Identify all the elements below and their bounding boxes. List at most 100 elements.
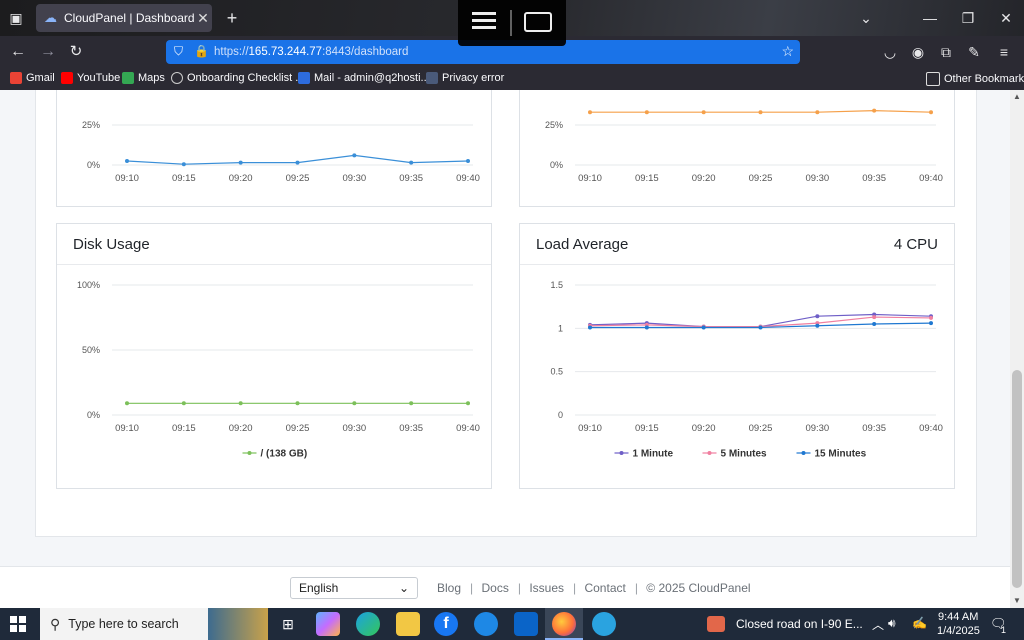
footer-link-issues[interactable]: Issues: [529, 581, 564, 595]
scrollbar-thumb[interactable]: [1012, 370, 1022, 588]
bookmark-label: Mail - admin@q2hosti...: [314, 72, 430, 84]
y-tick-label: 25%: [82, 120, 100, 130]
page-scrollbar[interactable]: ▲ ▼: [1010, 90, 1024, 608]
folder-icon: [926, 72, 940, 86]
scroll-down-icon[interactable]: ▼: [1013, 596, 1021, 605]
new-tab-icon[interactable]: +: [226, 8, 238, 28]
data-point: [125, 401, 129, 406]
legend-marker: [247, 451, 252, 455]
close-tab-icon[interactable]: ✕: [197, 9, 209, 26]
x-tick-label: 09:20: [229, 173, 253, 184]
sync-app-icon[interactable]: [474, 612, 498, 636]
data-point: [295, 401, 300, 406]
forward-icon[interactable]: →: [40, 43, 56, 60]
globe-icon: [171, 72, 183, 84]
pen-icon[interactable]: ✍: [912, 616, 927, 630]
extension-icon[interactable]: ✎: [968, 44, 980, 60]
disk-usage-title: Disk Usage: [73, 235, 150, 253]
x-tick-label: 09:40: [456, 423, 480, 434]
data-point: [815, 314, 820, 319]
facebook-icon[interactable]: f: [434, 612, 458, 636]
file-explorer-icon[interactable]: [396, 612, 420, 636]
bookmark-youtube[interactable]: YouTube: [61, 72, 120, 84]
clock-date[interactable]: 1/4/2025: [937, 625, 980, 637]
chevron-down-icon: ⌄: [398, 581, 409, 595]
bookmark-label: Onboarding Checklist ...: [187, 72, 305, 84]
window-close-icon[interactable]: ✕: [1000, 10, 1012, 26]
footer-link-docs[interactable]: Docs: [481, 581, 509, 595]
news-ticker[interactable]: Closed road on I-90 E...: [736, 617, 863, 631]
data-point: [181, 401, 186, 406]
maps-icon: [122, 72, 134, 84]
clock-time[interactable]: 9:44 AM: [938, 611, 979, 623]
gmail-icon: [10, 72, 22, 84]
page-footer: English ⌄ Blog | Docs | Issues | Contact | ©…: [0, 566, 1010, 608]
legend-label: / (138 GB): [261, 449, 308, 460]
x-tick-label: 09:20: [692, 423, 716, 434]
restore-icon[interactable]: ❐: [961, 10, 975, 26]
search-placeholder: Type here to search: [68, 617, 179, 631]
legend-label: 1 Minute: [633, 449, 674, 460]
data-point: [588, 110, 592, 115]
minimize-icon[interactable]: —: [923, 10, 937, 26]
x-tick-label: 09:10: [115, 423, 139, 434]
x-tick-label: 09:35: [862, 423, 886, 434]
bookmark-maps[interactable]: Maps: [122, 72, 165, 84]
url-path: :8443/dashboard: [322, 46, 409, 58]
bookmark-label: Other Bookmarks: [944, 73, 1024, 85]
x-tick-label: 09:25: [749, 173, 773, 184]
x-tick-label: 09:10: [578, 173, 602, 184]
keyboard-icon[interactable]: [524, 12, 552, 32]
data-point: [929, 321, 933, 326]
firefox-taskbar-button[interactable]: [545, 608, 583, 640]
y-tick-label: 0: [558, 410, 563, 420]
notifications-icon[interactable]: 🗨︎: [990, 616, 1007, 631]
legend-marker: [801, 451, 806, 455]
copilot-icon[interactable]: [316, 612, 340, 636]
account-icon[interactable]: ◉: [911, 44, 925, 60]
bookmark-privacy-error[interactable]: Privacy error: [426, 72, 504, 84]
edge-icon[interactable]: [356, 612, 380, 636]
touch-keyboard-overlay: [458, 0, 566, 46]
back-icon[interactable]: ←: [10, 43, 26, 60]
data-point: [409, 401, 414, 406]
data-point: [701, 325, 706, 330]
telegram-icon[interactable]: [592, 612, 616, 636]
lock-icon: 🔒: [194, 44, 209, 58]
url-prefix: https://: [214, 46, 249, 58]
page-content: 50% 25% 0% 09:10 09:15 09:20 09:25 09:30 09:35 09…: [0, 90, 1010, 608]
cpu-usage-card: 50%25%0%09:1009:1509:2009:2509:3009:3509…: [56, 90, 492, 207]
firefox-icon: [552, 612, 576, 636]
menu-icon[interactable]: ≡: [999, 44, 1009, 60]
tab-list-icon[interactable]: ⌄: [860, 10, 872, 26]
taskbar-search[interactable]: ⚲ Type here to search: [40, 608, 268, 640]
x-tick-label: 09:25: [286, 173, 310, 184]
x-tick-label: 09:15: [635, 423, 659, 434]
windows-start-icon[interactable]: [10, 616, 26, 632]
outlook-icon[interactable]: [514, 612, 538, 636]
bookmark-star-icon[interactable]: ☆: [781, 43, 794, 59]
pocket-icon[interactable]: ◡: [883, 44, 897, 60]
other-bookmarks[interactable]: Other Bookmarks: [926, 72, 1024, 86]
language-select[interactable]: English ⌄: [290, 577, 418, 599]
x-tick-label: 09:40: [456, 173, 480, 184]
dashboard-container: 50% 25% 0% 09:10 09:15 09:20 09:25 09:30 09:35 09…: [35, 90, 977, 537]
volume-icon[interactable]: 🔊︎: [888, 616, 896, 630]
extensions-icon[interactable]: ⧉: [941, 44, 951, 60]
hamburger-icon[interactable]: [472, 12, 496, 32]
tab-manager-icon[interactable]: ▣: [9, 10, 23, 26]
tab-cloudpanel[interactable]: ☁ CloudPanel | Dashboard ✕: [36, 4, 212, 32]
footer-link-contact[interactable]: Contact: [584, 581, 626, 595]
data-point: [644, 325, 649, 330]
bookmark-mail[interactable]: Mail - admin@q2hosti...: [298, 72, 430, 84]
data-point: [466, 401, 470, 406]
bookmark-gmail[interactable]: Gmail: [10, 72, 55, 84]
task-view-icon[interactable]: ⊞: [282, 616, 294, 632]
reload-icon[interactable]: ↻: [69, 43, 83, 60]
tray-chevron-icon[interactable]: ︿: [872, 618, 885, 632]
scroll-up-icon[interactable]: ▲: [1013, 92, 1021, 101]
memory-usage-card: 50%25%0%09:1009:1509:2009:2509:3009:3509…: [519, 90, 955, 207]
footer-link-blog[interactable]: Blog: [437, 581, 462, 595]
bookmark-onboarding[interactable]: Onboarding Checklist ...: [171, 72, 304, 84]
data-point: [872, 108, 877, 113]
